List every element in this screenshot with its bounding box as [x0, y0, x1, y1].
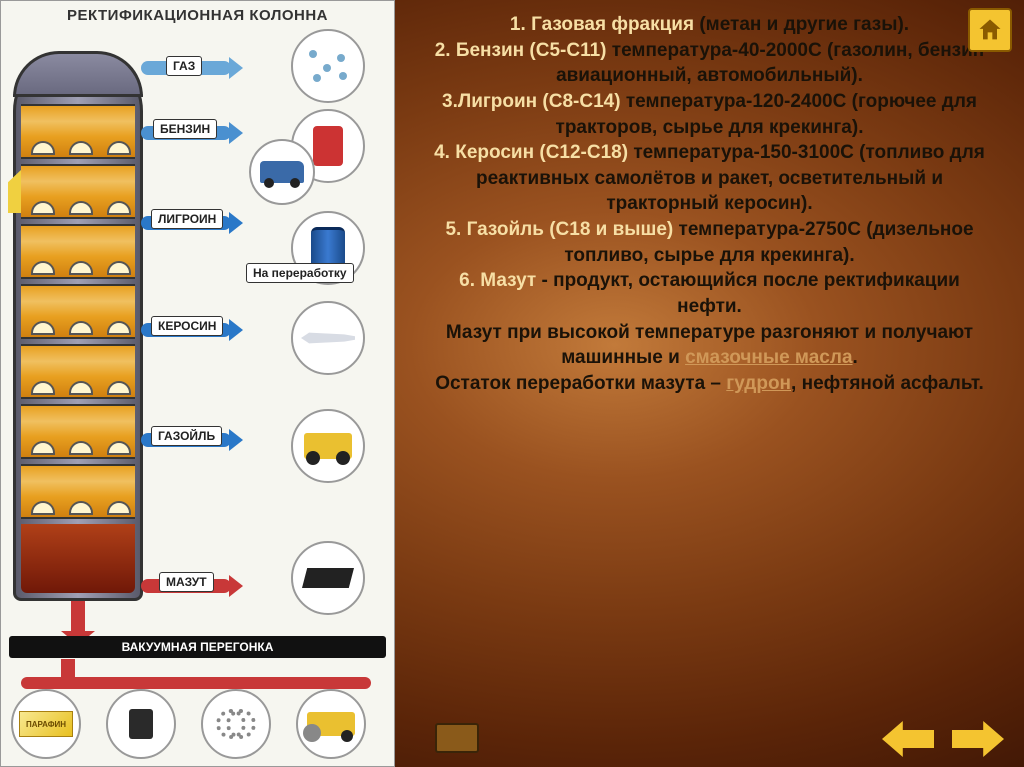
label-ligroin: ЛИГРОИН	[151, 209, 223, 229]
icon-ship	[291, 541, 365, 615]
vacuum-distillation-label: ВАКУУМНАЯ ПЕРЕГОНКА	[9, 636, 386, 658]
item-2: 2. Бензин (С5-С11) температура-40-2000С …	[425, 38, 994, 89]
label-benzin: БЕНЗИН	[153, 119, 217, 139]
icon-paraffin: ПАРАФИН	[11, 689, 81, 759]
label-mazut: МАЗУТ	[159, 572, 214, 592]
fraction-list: 1. Газовая фракция (метан и другие газы)…	[425, 12, 994, 397]
icon-plane	[291, 301, 365, 375]
label-gas: ГАЗ	[166, 56, 202, 76]
tail-paragraph: Остаток переработки мазута – гудрон, неф…	[425, 371, 994, 397]
icon-roller	[296, 689, 366, 759]
label-processing: На переработку	[246, 263, 354, 283]
icon-loader	[291, 409, 365, 483]
label-gasoil: ГАЗОЙЛЬ	[151, 426, 222, 446]
vacuum-flow-bar	[21, 677, 371, 689]
diagram-panel: РЕКТИФИКАЦИОННАЯ КОЛОННА ГАЗ БЕНЗИН ЛИГР…	[0, 0, 395, 767]
link-gudron[interactable]: гудрон	[726, 373, 791, 394]
home-button[interactable]	[968, 8, 1012, 52]
icon-car	[249, 139, 315, 205]
item-4: 4. Керосин (С12-С18) температура-150-310…	[425, 140, 994, 217]
mazut-paragraph: Мазут при высокой температуре разгоняют …	[425, 320, 994, 371]
icon-gears	[201, 689, 271, 759]
item-3: 3.Лигроин (С8-С14) температура-120-2400С…	[425, 89, 994, 140]
item-1: 1. Газовая фракция (метан и другие газы)…	[425, 12, 994, 38]
item-5: 5. Газойль (С18 и выше) температура-2750…	[425, 217, 994, 268]
rectification-column	[13, 51, 143, 601]
home-icon	[976, 16, 1004, 44]
text-panel: 1. Газовая фракция (метан и другие газы)…	[395, 0, 1024, 767]
icon-gas	[291, 29, 365, 103]
icon-oil-can	[106, 689, 176, 759]
film-button[interactable]	[435, 723, 479, 753]
diagram-title: РЕКТИФИКАЦИОННАЯ КОЛОННА	[1, 1, 394, 24]
label-kerosin: КЕРОСИН	[151, 316, 223, 336]
item-6: 6. Мазут - продукт, остающийся после рек…	[425, 268, 994, 319]
link-lubricating-oils[interactable]: смазочные масла	[685, 347, 852, 368]
